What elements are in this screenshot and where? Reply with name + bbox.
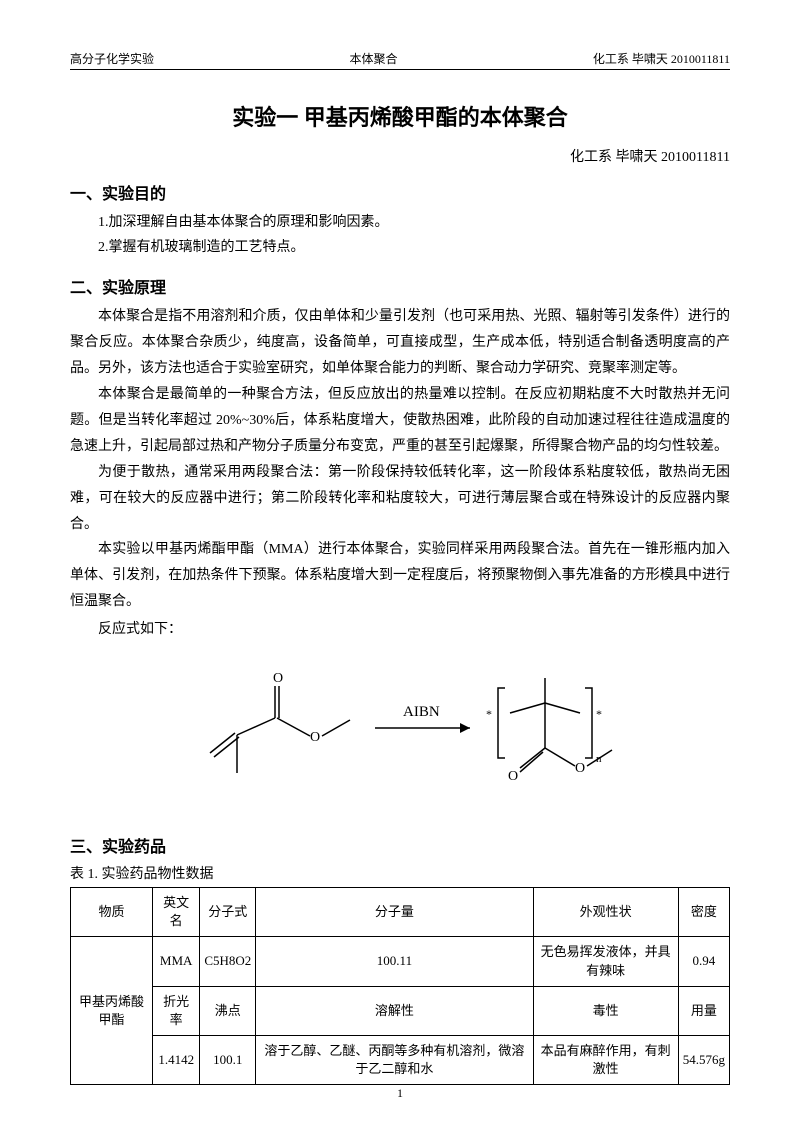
table-row: 甲基丙烯酸甲酯 MMA C5H8O2 100.11 无色易挥发液体，并具有辣味 … bbox=[71, 937, 730, 986]
cell-appearance: 无色易挥发液体，并具有辣味 bbox=[533, 937, 678, 986]
chemicals-table: 物质 英文名 分子式 分子量 外观性状 密度 甲基丙烯酸甲酯 MMA C5H8O… bbox=[70, 887, 730, 1086]
svg-text:O: O bbox=[508, 769, 518, 784]
paragraph: 为便于散热，通常采用两段聚合法：第一阶段保持较低转化率，这一阶段体系粘度较低，散… bbox=[70, 460, 730, 538]
list-item: 1.加深理解自由基本体聚合的原理和影响因素。 bbox=[70, 210, 730, 235]
section-3-title: 三、实验药品 bbox=[70, 833, 730, 857]
th-amount: 用量 bbox=[678, 986, 729, 1035]
arrow-label: AIBN bbox=[403, 704, 440, 720]
section-1-title: 一、实验目的 bbox=[70, 180, 730, 204]
author-line: 化工系 毕啸天 2010011811 bbox=[70, 146, 730, 166]
cell-formula: C5H8O2 bbox=[200, 937, 256, 986]
cell-ri: 1.4142 bbox=[153, 1036, 200, 1085]
th-substance: 物质 bbox=[71, 887, 153, 936]
header-left: 高分子化学实验 bbox=[70, 50, 154, 67]
th-formula: 分子式 bbox=[200, 887, 256, 936]
svg-text:*: * bbox=[596, 707, 602, 721]
th-ri: 折光率 bbox=[153, 986, 200, 1035]
table-subheader-row: 折光率 沸点 溶解性 毒性 用量 bbox=[71, 986, 730, 1035]
cell-density: 0.94 bbox=[678, 937, 729, 986]
paragraph: 本体聚合是指不用溶剂和介质，仅由单体和少量引发剂（也可采用热、光照、辐射等引发条… bbox=[70, 304, 730, 382]
th-sol: 溶解性 bbox=[256, 986, 533, 1035]
svg-text:O: O bbox=[310, 730, 320, 745]
table-caption: 表 1. 实验药品物性数据 bbox=[70, 863, 730, 883]
th-mw: 分子量 bbox=[256, 887, 533, 936]
cell-bp: 100.1 bbox=[200, 1036, 256, 1085]
th-density: 密度 bbox=[678, 887, 729, 936]
th-appearance: 外观性状 bbox=[533, 887, 678, 936]
th-bp: 沸点 bbox=[200, 986, 256, 1035]
reaction-diagram: O O AIBN O O * * n bbox=[70, 658, 730, 808]
page-header: 高分子化学实验 本体聚合 化工系 毕啸天 2010011811 bbox=[70, 50, 730, 70]
header-right: 化工系 毕啸天 2010011811 bbox=[593, 50, 730, 67]
cell-name: 甲基丙烯酸甲酯 bbox=[71, 937, 153, 1085]
document-title: 实验一 甲基丙烯酸甲酯的本体聚合 bbox=[70, 100, 730, 132]
section-2-title: 二、实验原理 bbox=[70, 274, 730, 298]
th-tox: 毒性 bbox=[533, 986, 678, 1035]
svg-text:O: O bbox=[273, 671, 283, 686]
th-en: 英文名 bbox=[153, 887, 200, 936]
cell-tox: 本品有麻醉作用，有刺激性 bbox=[533, 1036, 678, 1085]
table-row: 1.4142 100.1 溶于乙醇、乙醚、丙酮等多种有机溶剂，微溶于乙二醇和水 … bbox=[71, 1036, 730, 1085]
paragraph: 本体聚合是最简单的一种聚合方法，但反应放出的热量难以控制。在反应初期粘度不大时散… bbox=[70, 382, 730, 460]
list-item: 2.掌握有机玻璃制造的工艺特点。 bbox=[70, 235, 730, 260]
svg-text:n: n bbox=[596, 753, 602, 765]
cell-sol: 溶于乙醇、乙醚、丙酮等多种有机溶剂，微溶于乙二醇和水 bbox=[256, 1036, 533, 1085]
page-number: 1 bbox=[0, 1086, 800, 1101]
header-center: 本体聚合 bbox=[349, 50, 397, 67]
cell-mw: 100.11 bbox=[256, 937, 533, 986]
cell-en: MMA bbox=[153, 937, 200, 986]
reaction-label: 反应式如下： bbox=[70, 617, 730, 643]
paragraph: 本实验以甲基丙烯酯甲酯（MMA）进行本体聚合，实验同样采用两段聚合法。首先在一锥… bbox=[70, 537, 730, 615]
cell-amount: 54.576g bbox=[678, 1036, 729, 1085]
svg-text:*: * bbox=[486, 707, 492, 721]
reaction-svg: O O AIBN O O * * n bbox=[160, 658, 640, 808]
table-header-row: 物质 英文名 分子式 分子量 外观性状 密度 bbox=[71, 887, 730, 936]
svg-text:O: O bbox=[575, 761, 585, 776]
